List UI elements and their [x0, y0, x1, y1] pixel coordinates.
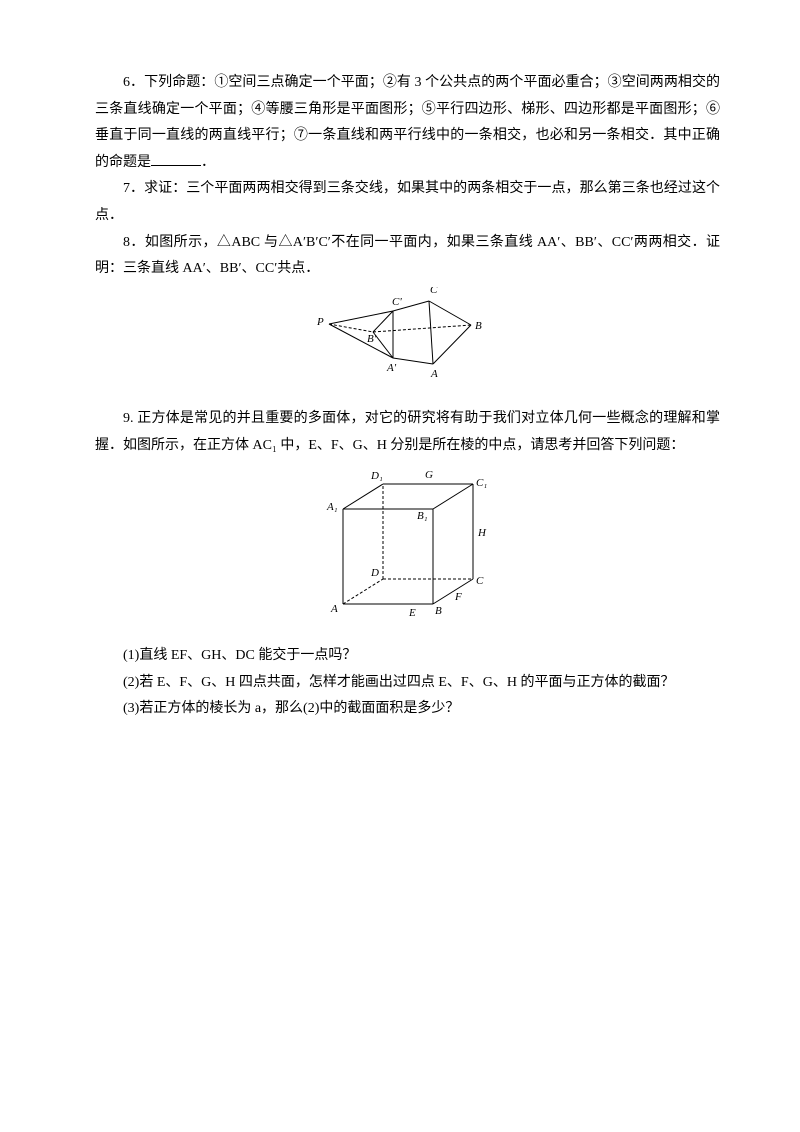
svg-text:A: A [330, 603, 338, 615]
svg-text:A₁: A₁ [326, 501, 338, 513]
svg-text:C: C [476, 575, 484, 587]
svg-text:P: P [316, 316, 324, 328]
svg-text:F: F [454, 591, 462, 603]
svg-text:H: H [477, 527, 487, 539]
q7-text: 7．求证：三个平面两两相交得到三条交线，如果其中的两条相交于一点，那么第三条也经… [95, 181, 720, 223]
svg-text:A: A [430, 368, 438, 380]
question-7: 7．求证：三个平面两两相交得到三条交线，如果其中的两条相交于一点，那么第三条也经… [95, 176, 720, 229]
svg-text:C₁: C₁ [476, 477, 487, 489]
q9-sub3: (3)若正方体的棱长为 a，那么(2)中的截面面积是多少？ [95, 696, 720, 723]
q9-figure: A B C D A₁ B₁ C₁ D₁ E F H G [95, 464, 720, 630]
svg-text:D₁: D₁ [370, 470, 383, 482]
q8-text: 8．如图所示，△ABC 与△A′B′C′不在同一平面内，如果三条直线 AA′、B… [95, 235, 720, 277]
question-9-intro: 9. 正方体是常见的并且重要的多面体，对它的研究将有助于我们对立体几何一些概念的… [95, 406, 720, 459]
q9-sub1: (1)直线 EF、GH、DC 能交于一点吗？ [95, 643, 720, 670]
svg-text:G: G [425, 469, 433, 481]
question-8: 8．如图所示，△ABC 与△A′B′C′不在同一平面内，如果三条直线 AA′、B… [95, 230, 720, 283]
q9-sub2-text: (2)若 E、F、G、H 四点共面，怎样才能画出过四点 E、F、G、H 的平面与… [123, 675, 674, 690]
q8-figure: P B' A' C' A B C [95, 287, 720, 393]
svg-text:B: B [435, 605, 442, 617]
svg-text:B': B' [367, 333, 377, 345]
svg-text:C: C [430, 287, 438, 296]
q9-sub1-text: (1)直线 EF、GH、DC 能交于一点吗？ [123, 648, 356, 663]
svg-text:B: B [475, 320, 482, 332]
svg-text:B₁: B₁ [417, 510, 428, 522]
question-6: 6．下列命题：①空间三点确定一个平面；②有 3 个公共点的两个平面必重合；③空间… [95, 70, 720, 176]
q6-tail: ． [201, 155, 215, 170]
q9-diagram: A B C D A₁ B₁ C₁ D₁ E F H G [313, 464, 503, 619]
svg-text:D: D [370, 567, 379, 579]
q9-sub3-text: (3)若正方体的棱长为 a，那么(2)中的截面面积是多少？ [123, 701, 459, 716]
svg-text:E: E [408, 607, 416, 619]
q8-diagram: P B' A' C' A B C [315, 287, 500, 382]
svg-text:A': A' [386, 362, 397, 374]
q9-intro-text: 9. 正方体是常见的并且重要的多面体，对它的研究将有助于我们对立体几何一些概念的… [95, 411, 720, 453]
svg-text:C': C' [392, 296, 402, 308]
q9-sub2: (2)若 E、F、G、H 四点共面，怎样才能画出过四点 E、F、G、H 的平面与… [95, 670, 720, 697]
q6-blank [151, 151, 201, 166]
